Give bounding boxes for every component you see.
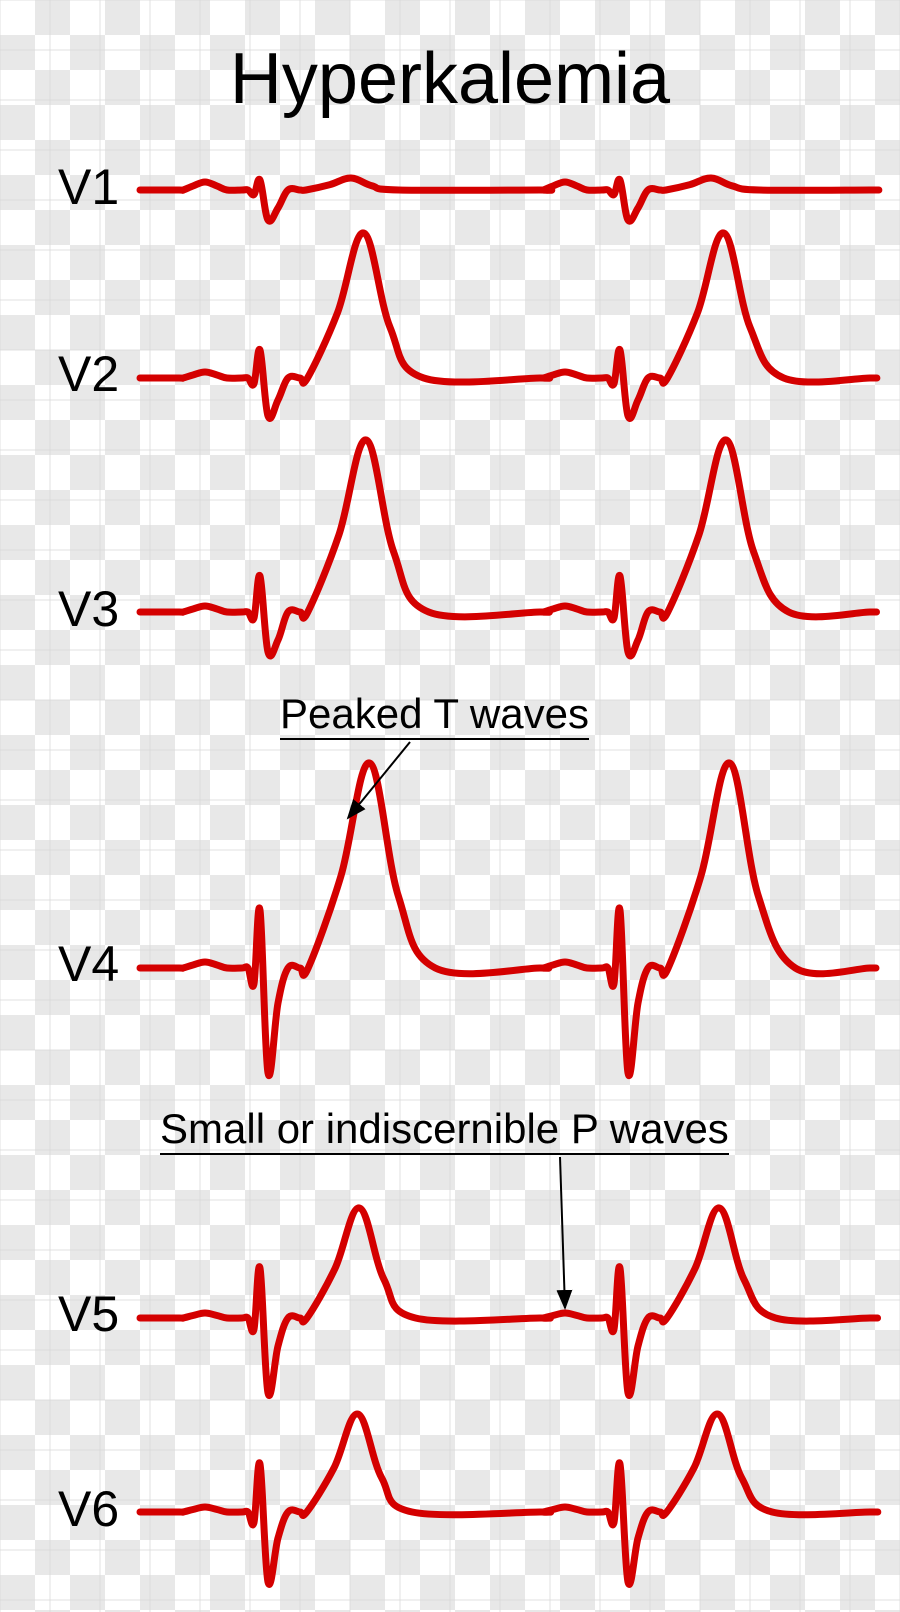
annotation-arrows	[0, 0, 900, 1612]
annotation-arrow	[348, 742, 410, 818]
annotation-arrow	[560, 1157, 565, 1308]
ecg-diagram: Hyperkalemia V1V2V3V4V5V6 Peaked T waves…	[0, 0, 900, 1612]
